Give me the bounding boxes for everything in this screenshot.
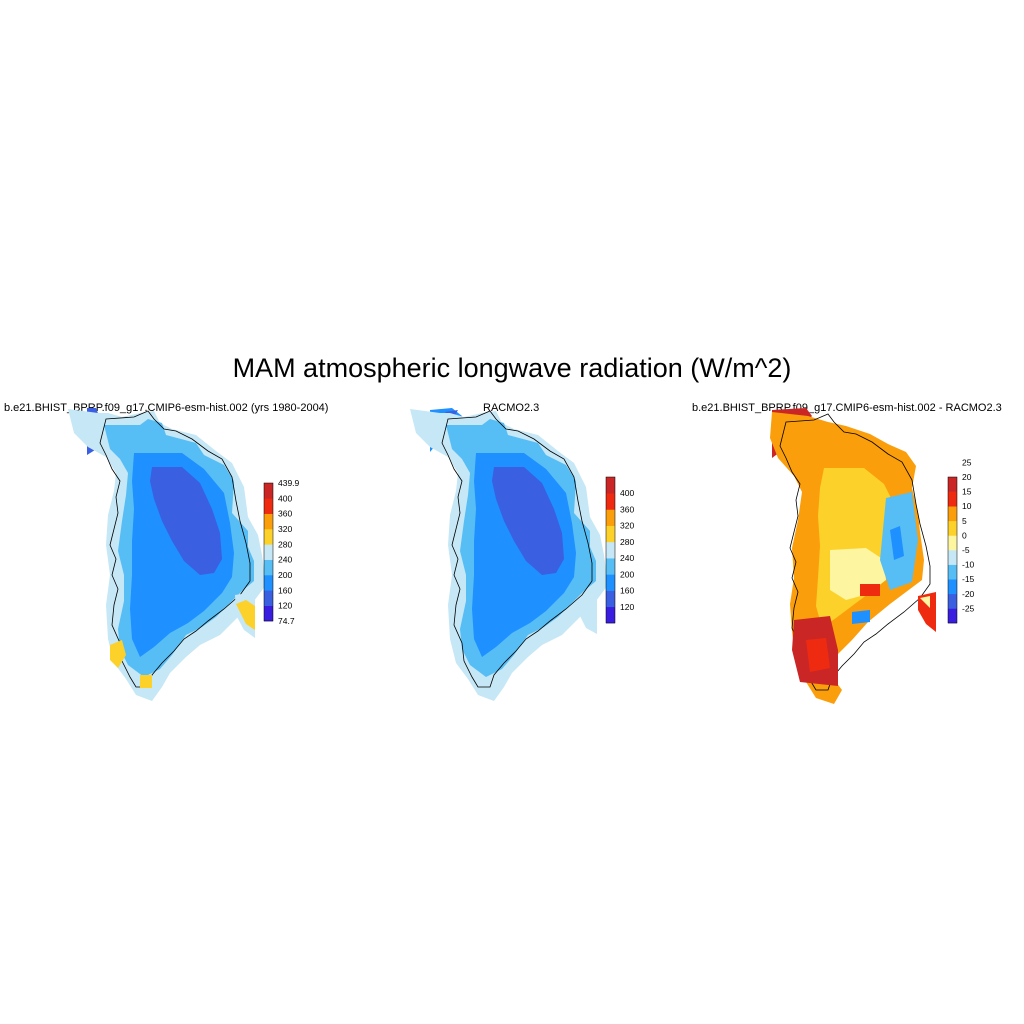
panel-title-model: b.e21.BHIST_BPRP.f09_g17.CMIP6-esm-hist.… bbox=[4, 402, 329, 414]
map-fill-southeast-cool bbox=[852, 610, 870, 624]
colorbar-tick-label: 15 bbox=[962, 487, 972, 497]
panel-racmo-map bbox=[410, 408, 608, 701]
colorbar-swatch bbox=[606, 525, 615, 543]
colorbar-swatch bbox=[606, 493, 615, 510]
colorbar-swatch bbox=[264, 498, 273, 514]
colorbar-tick-label: 120 bbox=[620, 602, 634, 612]
colorbar-tick-label: -5 bbox=[962, 545, 970, 555]
colorbar-swatch bbox=[948, 608, 957, 624]
colorbar-tick-label: 439.9 bbox=[278, 478, 300, 488]
colorbar-swatch bbox=[948, 593, 957, 609]
colorbar-swatch bbox=[606, 606, 615, 624]
map-fill-south-tip-warm bbox=[140, 675, 152, 688]
colorbar-racmo: 120 160 200 240 280 320 360 400 bbox=[605, 476, 634, 624]
colorbar-swatch bbox=[606, 541, 615, 559]
colorbar-swatch bbox=[948, 477, 957, 492]
colorbar-model: 74.7 120 160 200 240 280 320 360 400 439.9 bbox=[263, 478, 300, 626]
colorbar-swatch bbox=[264, 544, 273, 560]
colorbar-swatch bbox=[264, 559, 273, 576]
colorbar-swatch bbox=[606, 558, 615, 575]
panel-difference-map bbox=[770, 408, 936, 704]
map-fill-iceland-pale bbox=[920, 596, 930, 608]
colorbar-tick-label: 280 bbox=[278, 539, 292, 549]
colorbar-tick-label: -10 bbox=[962, 560, 975, 570]
colorbar-swatch bbox=[948, 491, 957, 507]
colorbar-tick-label: 320 bbox=[620, 521, 634, 531]
colorbar-tick-label: 5 bbox=[962, 516, 967, 526]
colorbar-tick-label: 240 bbox=[620, 553, 634, 563]
colorbar-difference: -25 -20 -15 -10 -5 0 5 10 15 20 25 bbox=[947, 457, 975, 624]
colorbar-tick-label: 25 bbox=[962, 457, 972, 467]
colorbar-swatch bbox=[948, 550, 957, 565]
panel-model-map bbox=[68, 408, 266, 701]
panel-title-difference: b.e21.BHIST_BPRP.f09_g17.CMIP6-esm-hist.… bbox=[692, 402, 1002, 414]
map-fill-east-cooler bbox=[890, 526, 904, 560]
colorbar-swatch bbox=[264, 483, 273, 499]
colorbar-swatch bbox=[948, 564, 957, 580]
colorbar-tick-label: -20 bbox=[962, 589, 975, 599]
figure-title: MAM atmospheric longwave radiation (W/m^… bbox=[232, 353, 792, 383]
colorbar-tick-label: 0 bbox=[962, 530, 967, 540]
colorbar-tick-label: 160 bbox=[278, 585, 292, 595]
map-fill-iceland bbox=[578, 596, 597, 634]
map-fill-south-warm bbox=[110, 640, 126, 668]
colorbar-swatch bbox=[948, 506, 957, 522]
colorbar-tick-label: 400 bbox=[278, 493, 292, 503]
colorbar-tick-label: 280 bbox=[620, 537, 634, 547]
colorbar-tick-label: 400 bbox=[620, 488, 634, 498]
colorbar-swatch bbox=[606, 574, 615, 591]
colorbar-swatch bbox=[606, 509, 615, 526]
colorbar-swatch bbox=[606, 590, 615, 608]
colorbar-tick-label: 320 bbox=[278, 524, 292, 534]
colorbar-swatch bbox=[264, 529, 273, 545]
colorbar-swatch bbox=[264, 605, 273, 622]
colorbar-swatch bbox=[264, 590, 273, 606]
colorbar-tick-label: 10 bbox=[962, 501, 972, 511]
colorbar-tick-label: -15 bbox=[962, 574, 975, 584]
colorbar-tick-label: 74.7 bbox=[278, 616, 295, 626]
colorbar-swatch bbox=[948, 535, 957, 551]
colorbar-swatch bbox=[606, 477, 615, 494]
colorbar-tick-label: 120 bbox=[278, 601, 292, 611]
colorbar-frame bbox=[605, 476, 616, 624]
colorbar-tick-label: 160 bbox=[620, 586, 634, 596]
colorbar-swatch bbox=[264, 575, 273, 591]
colorbar-swatch bbox=[948, 520, 957, 536]
map-fill-south-warm bbox=[806, 638, 830, 672]
map-fill-iceland bbox=[918, 592, 936, 632]
colorbar-tick-label: 360 bbox=[278, 509, 292, 519]
colorbar-swatch bbox=[948, 579, 957, 595]
colorbar-frame bbox=[947, 476, 958, 624]
colorbar-tick-label: 360 bbox=[620, 504, 634, 514]
panel-title-racmo: RACMO2.3 bbox=[483, 402, 540, 414]
colorbar-tick-label: 200 bbox=[620, 569, 634, 579]
colorbar-tick-label: 20 bbox=[962, 472, 972, 482]
map-fill-east-warm bbox=[860, 584, 880, 596]
colorbar-swatch bbox=[264, 513, 273, 530]
map-fill-iceland-warm bbox=[236, 600, 255, 630]
colorbar-tick-label: -25 bbox=[962, 603, 975, 613]
colorbar-frame bbox=[263, 482, 274, 622]
colorbar-tick-label: 200 bbox=[278, 570, 292, 580]
colorbar-tick-label: 240 bbox=[278, 555, 292, 565]
